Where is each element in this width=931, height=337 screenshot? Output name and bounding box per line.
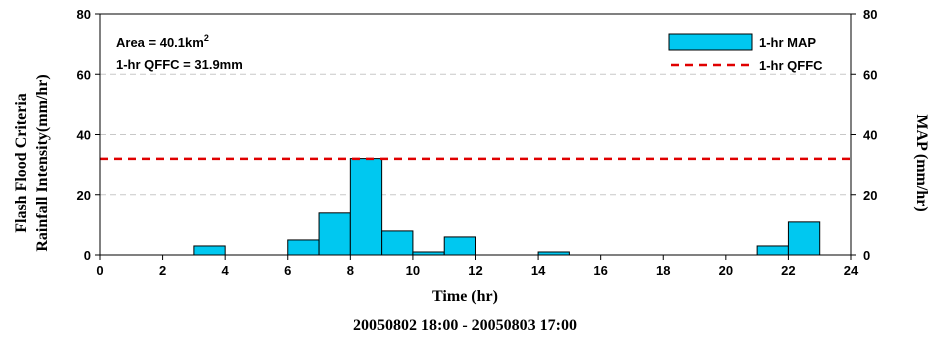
x-axis-title: Time (hr) xyxy=(432,288,498,305)
x-tick-label: 18 xyxy=(656,263,670,278)
y-tick-label-left: 60 xyxy=(77,67,91,82)
x-tick-label: 0 xyxy=(96,263,103,278)
y-axis-ticks: 0 0 20 20 40 40 60 60 80 80 xyxy=(77,7,878,263)
y-tick-label-right: 40 xyxy=(863,128,877,143)
x-tick-label: 6 xyxy=(284,263,291,278)
x-tick-label: 16 xyxy=(593,263,607,278)
x-tick-label: 4 xyxy=(222,263,230,278)
gridlines xyxy=(100,73,851,196)
map-bar xyxy=(193,245,226,256)
y-tick-label-left: 40 xyxy=(77,128,91,143)
map-bar xyxy=(756,245,789,256)
map-bar xyxy=(787,221,821,256)
x-tick-label: 20 xyxy=(719,263,733,278)
legend-swatch-map xyxy=(668,33,753,51)
x-tick-label: 14 xyxy=(531,263,546,278)
legend-label-map: 1-hr MAP xyxy=(759,35,816,50)
y-axis-title-line1: Flash Flood Criteria xyxy=(13,93,30,233)
y-axis-title-right: MAP (mm/hr) xyxy=(913,114,930,211)
y-tick-label-right: 0 xyxy=(863,248,870,263)
y-tick-label-right: 20 xyxy=(863,188,877,203)
x-tick-label: 2 xyxy=(159,263,166,278)
map-bar xyxy=(443,236,477,256)
area-annotation: Area = 40.1km2 xyxy=(116,33,209,50)
y-tick-label-left: 0 xyxy=(84,248,91,263)
map-bar xyxy=(318,212,351,256)
y-axis-title-line2: Rainfall Intensity(mm/hr) xyxy=(34,74,51,251)
x-axis-ticks: 0 2 4 6 8 10 12 14 16 18 20 22 24 xyxy=(96,255,859,278)
qffc-annotation: 1-hr QFFC = 31.9mm xyxy=(116,57,243,72)
x-tick-label: 10 xyxy=(406,263,420,278)
legend-label-qffc: 1-hr QFFC xyxy=(759,58,823,73)
y-tick-label-left: 20 xyxy=(77,188,91,203)
map-bar xyxy=(349,158,383,256)
period-label: 20050802 18:00 - 20050803 17:00 xyxy=(353,317,577,334)
x-tick-label: 22 xyxy=(781,263,795,278)
y-tick-label-right: 80 xyxy=(863,7,877,22)
x-tick-label: 24 xyxy=(844,263,859,278)
x-tick-label: 8 xyxy=(347,263,354,278)
map-bar xyxy=(287,239,320,256)
x-tick-label: 12 xyxy=(468,263,482,278)
y-tick-label-right: 60 xyxy=(863,67,877,82)
map-bar xyxy=(381,230,414,256)
map-bars xyxy=(193,158,821,256)
legend: 1-hr MAP 1-hr QFFC xyxy=(668,33,823,73)
y-tick-label-left: 80 xyxy=(77,7,91,22)
